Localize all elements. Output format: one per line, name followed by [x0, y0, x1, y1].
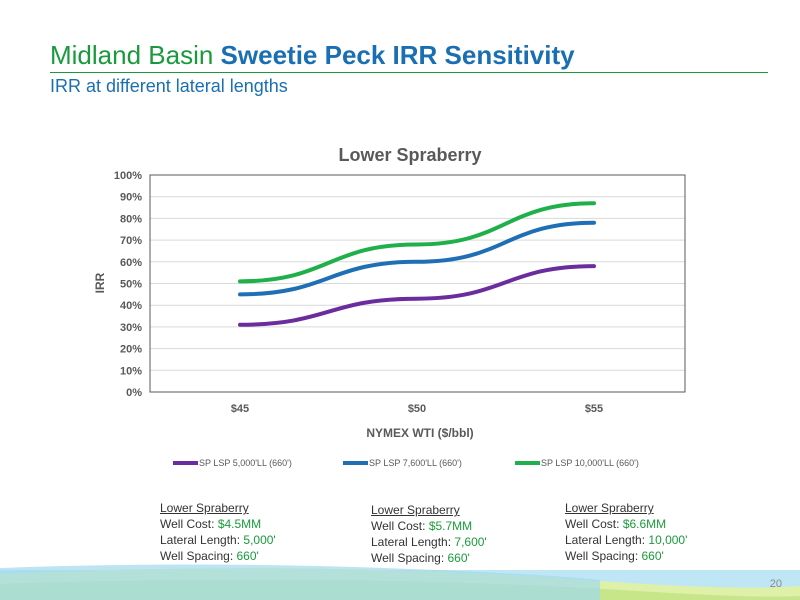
well-cost-value: $6.6MM — [622, 517, 667, 531]
chart-series — [238, 201, 596, 327]
title-plain: Midland Basin — [50, 40, 214, 70]
well-header: Lower Spraberry — [565, 501, 654, 515]
y-tick-label: 60% — [120, 257, 142, 269]
well-spacing-label: Well Spacing: — [371, 551, 445, 565]
x-tick-label: $45 — [231, 403, 249, 415]
y-tick-label: 0% — [126, 387, 142, 399]
x-axis-label: NYMEX WTI ($/bbl) — [366, 426, 473, 440]
x-axis-ticks: $45 $50 $55 — [231, 403, 603, 415]
legend-label: SP LSP 10,000'LL (660') — [541, 458, 639, 468]
well-cost-label: Well Cost: — [160, 517, 215, 531]
well-info-3: Lower Spraberry Well Cost: $6.6MM Latera… — [565, 500, 687, 564]
y-tick-label: 40% — [120, 300, 142, 312]
y-tick-label: 10% — [120, 365, 142, 377]
slide-subtitle: IRR at different lateral lengths — [50, 76, 288, 96]
well-spacing-label: Well Spacing: — [565, 549, 639, 563]
y-tick-label: 80% — [120, 213, 142, 225]
well-spacing-value: 660' — [236, 549, 259, 563]
well-spacing-value: 660' — [641, 549, 664, 563]
lateral-length-value: 7,600' — [454, 535, 487, 549]
y-tick-label: 100% — [114, 170, 142, 182]
series-line-3 — [238, 201, 596, 284]
y-axis-label: IRR — [93, 272, 107, 293]
title-bold: Sweetie Peck IRR Sensitivity — [220, 40, 575, 70]
series-line-1 — [238, 264, 596, 327]
irr-line-chart: Lower Spraberry 0% 10% 20% 30% 40% 50% 60% 70% 8… — [93, 145, 686, 468]
well-info-1: Lower Spraberry Well Cost: $4.5MM Latera… — [160, 500, 276, 564]
well-spacing-value: 660' — [447, 551, 470, 565]
chart-legend: SP LSP 5,000'LL (660') SP LSP 7,600'LL (6… — [173, 458, 639, 468]
y-tick-label: 20% — [120, 344, 142, 356]
legend-label: SP LSP 7,600'LL (660') — [369, 458, 462, 468]
x-tick-label: $55 — [585, 403, 603, 415]
well-cost-value: $5.7MM — [428, 519, 473, 533]
y-tick-label: 50% — [120, 279, 142, 291]
page-number: 20 — [769, 578, 782, 590]
well-cost-label: Well Cost: — [371, 519, 426, 533]
chart-title: Lower Spraberry — [338, 145, 481, 165]
well-spacing-label: Well Spacing: — [160, 549, 234, 563]
lateral-length-label: Lateral Length: — [565, 533, 646, 547]
well-cost-value: $4.5MM — [217, 517, 262, 531]
y-tick-label: 90% — [120, 192, 142, 204]
slide-title: Midland Basin Sweetie Peck IRR Sensitivi… — [50, 40, 768, 70]
footer-wave-graphic — [0, 564, 800, 600]
y-tick-label: 30% — [120, 322, 142, 334]
x-tick-label: $50 — [408, 403, 426, 415]
title-divider — [50, 72, 768, 73]
well-header: Lower Spraberry — [160, 501, 249, 515]
well-cost-label: Well Cost: — [565, 517, 620, 531]
lateral-length-label: Lateral Length: — [160, 533, 241, 547]
well-header: Lower Spraberry — [371, 503, 460, 517]
y-axis-ticks: 0% 10% 20% 30% 40% 50% 60% 70% 80% 90% 100% — [114, 170, 142, 399]
footer-wave-band — [0, 560, 800, 600]
series-line-2 — [238, 220, 596, 297]
slide-header: Midland Basin Sweetie Peck IRR Sensitivi… — [50, 40, 768, 96]
lateral-length-value: 10,000' — [648, 533, 688, 547]
legend-label: SP LSP 5,000'LL (660') — [199, 458, 292, 468]
plot-area-border — [149, 174, 686, 393]
lateral-length-label: Lateral Length: — [371, 535, 452, 549]
lateral-length-value: 5,000' — [243, 533, 276, 547]
y-tick-label: 70% — [120, 235, 142, 247]
well-info-2: Lower Spraberry Well Cost: $5.7MM Latera… — [371, 502, 487, 566]
chart-grid — [149, 174, 686, 393]
